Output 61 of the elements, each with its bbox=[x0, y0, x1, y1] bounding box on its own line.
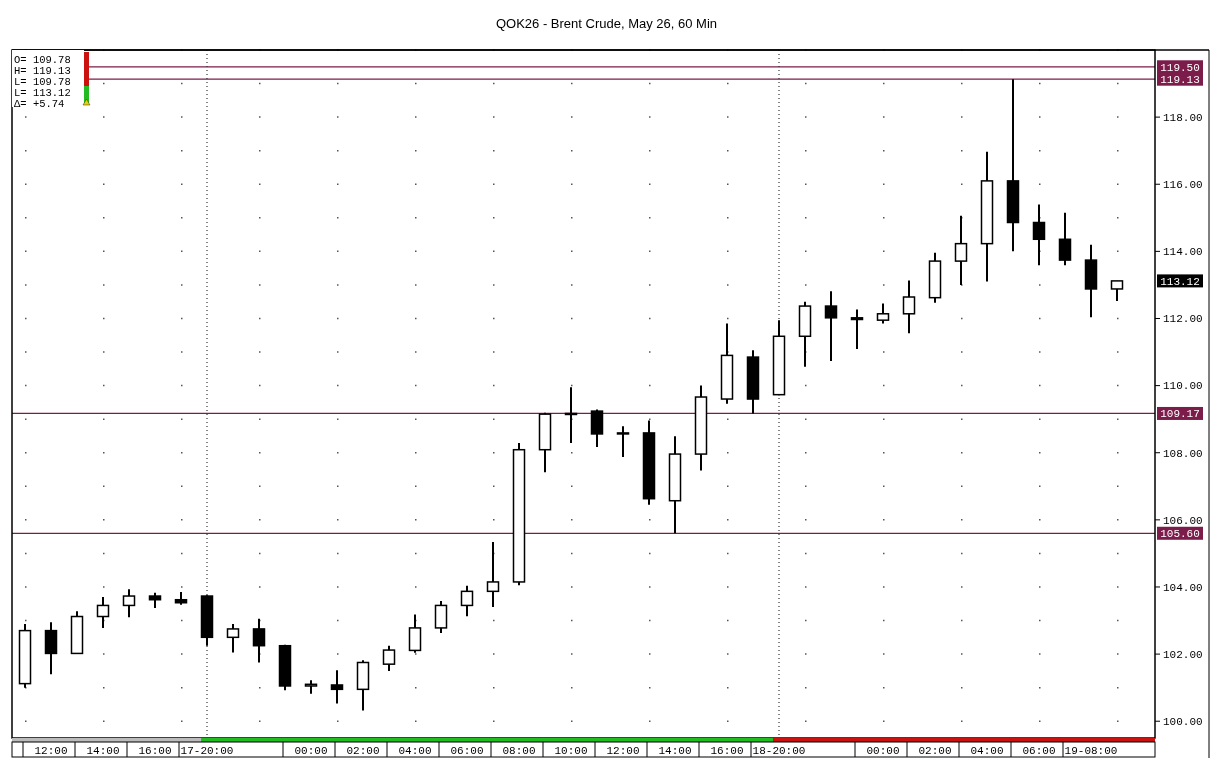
ref-line-label: 119.50 bbox=[1160, 61, 1200, 74]
y-tick-label: 118.00 bbox=[1163, 111, 1203, 124]
candlestick bbox=[1058, 211, 1072, 267]
x-tick-label: 10:00 bbox=[554, 744, 588, 757]
ref-line-label: 119.13 bbox=[1160, 74, 1200, 87]
x-tick-label: 18-20:00 bbox=[752, 744, 806, 757]
annotation: L= 109.78 bbox=[14, 75, 71, 88]
annotation: O= 109.78 bbox=[14, 53, 71, 66]
y-tick-label: 106.00 bbox=[1163, 514, 1203, 527]
x-tick-label: 19-08:00 bbox=[1064, 744, 1118, 757]
x-tick-label: 14:00 bbox=[658, 744, 692, 757]
x-tick-label: 16:00 bbox=[710, 744, 744, 757]
x-tick-label: 06:00 bbox=[450, 744, 484, 757]
x-tick-label: 00:00 bbox=[294, 744, 328, 757]
x-tick-label: 12:00 bbox=[606, 744, 640, 757]
candlestick bbox=[1032, 203, 1046, 267]
y-tick-label: 104.00 bbox=[1163, 581, 1203, 594]
x-tick-label: 02:00 bbox=[918, 744, 952, 757]
y-tick-label: 116.00 bbox=[1163, 179, 1203, 192]
y-tick-label: 110.00 bbox=[1163, 380, 1203, 393]
candlestick bbox=[824, 290, 838, 363]
candlestick bbox=[616, 425, 630, 459]
y-tick-label: 102.00 bbox=[1163, 648, 1203, 661]
annotation: Δ= +5.74 bbox=[14, 97, 65, 110]
x-tick-label: 12:00 bbox=[34, 744, 68, 757]
y-tick-label: 114.00 bbox=[1163, 246, 1203, 259]
x-tick-label: 16:00 bbox=[138, 744, 172, 757]
candlestick bbox=[590, 408, 604, 449]
candlestick bbox=[226, 622, 240, 654]
candlestick bbox=[460, 584, 474, 618]
ref-line-label: 105.60 bbox=[1160, 528, 1200, 541]
y-tick-label: 112.00 bbox=[1163, 313, 1203, 326]
x-tick-label: 02:00 bbox=[346, 744, 380, 757]
candlestick bbox=[850, 308, 864, 351]
x-tick-label: 04:00 bbox=[970, 744, 1004, 757]
candlestick bbox=[252, 617, 266, 664]
text: 113.12 bbox=[1160, 275, 1200, 288]
x-tick-label: 14:00 bbox=[86, 744, 120, 757]
x-tick-label: 00:00 bbox=[866, 744, 900, 757]
candlestick bbox=[1110, 279, 1124, 303]
chart-title: QOK26 - Brent Crude, May 26, 60 Min bbox=[495, 16, 718, 31]
candlestick bbox=[122, 588, 136, 619]
candlestick bbox=[902, 279, 916, 335]
candlestick bbox=[408, 613, 422, 654]
candlestick bbox=[96, 596, 110, 629]
candlestick bbox=[382, 644, 396, 672]
candlestick bbox=[434, 600, 448, 634]
candlestick bbox=[954, 214, 968, 286]
x-tick-label: 06:00 bbox=[1022, 744, 1056, 757]
y-tick-label: 100.00 bbox=[1163, 716, 1203, 729]
x-tick-label: 17-20:00 bbox=[180, 744, 234, 757]
annotation: H= 119.13 bbox=[14, 64, 71, 77]
x-tick-label: 08:00 bbox=[502, 744, 536, 757]
candlestick bbox=[876, 302, 890, 325]
annotation: L= 113.12 bbox=[14, 86, 71, 99]
candlestick bbox=[330, 669, 344, 705]
x-tick-label: 04:00 bbox=[398, 744, 432, 757]
y-tick-label: 108.00 bbox=[1163, 447, 1203, 460]
candlestick bbox=[486, 541, 500, 609]
candlestick bbox=[44, 621, 58, 676]
ref-line-label: 109.17 bbox=[1160, 408, 1200, 421]
